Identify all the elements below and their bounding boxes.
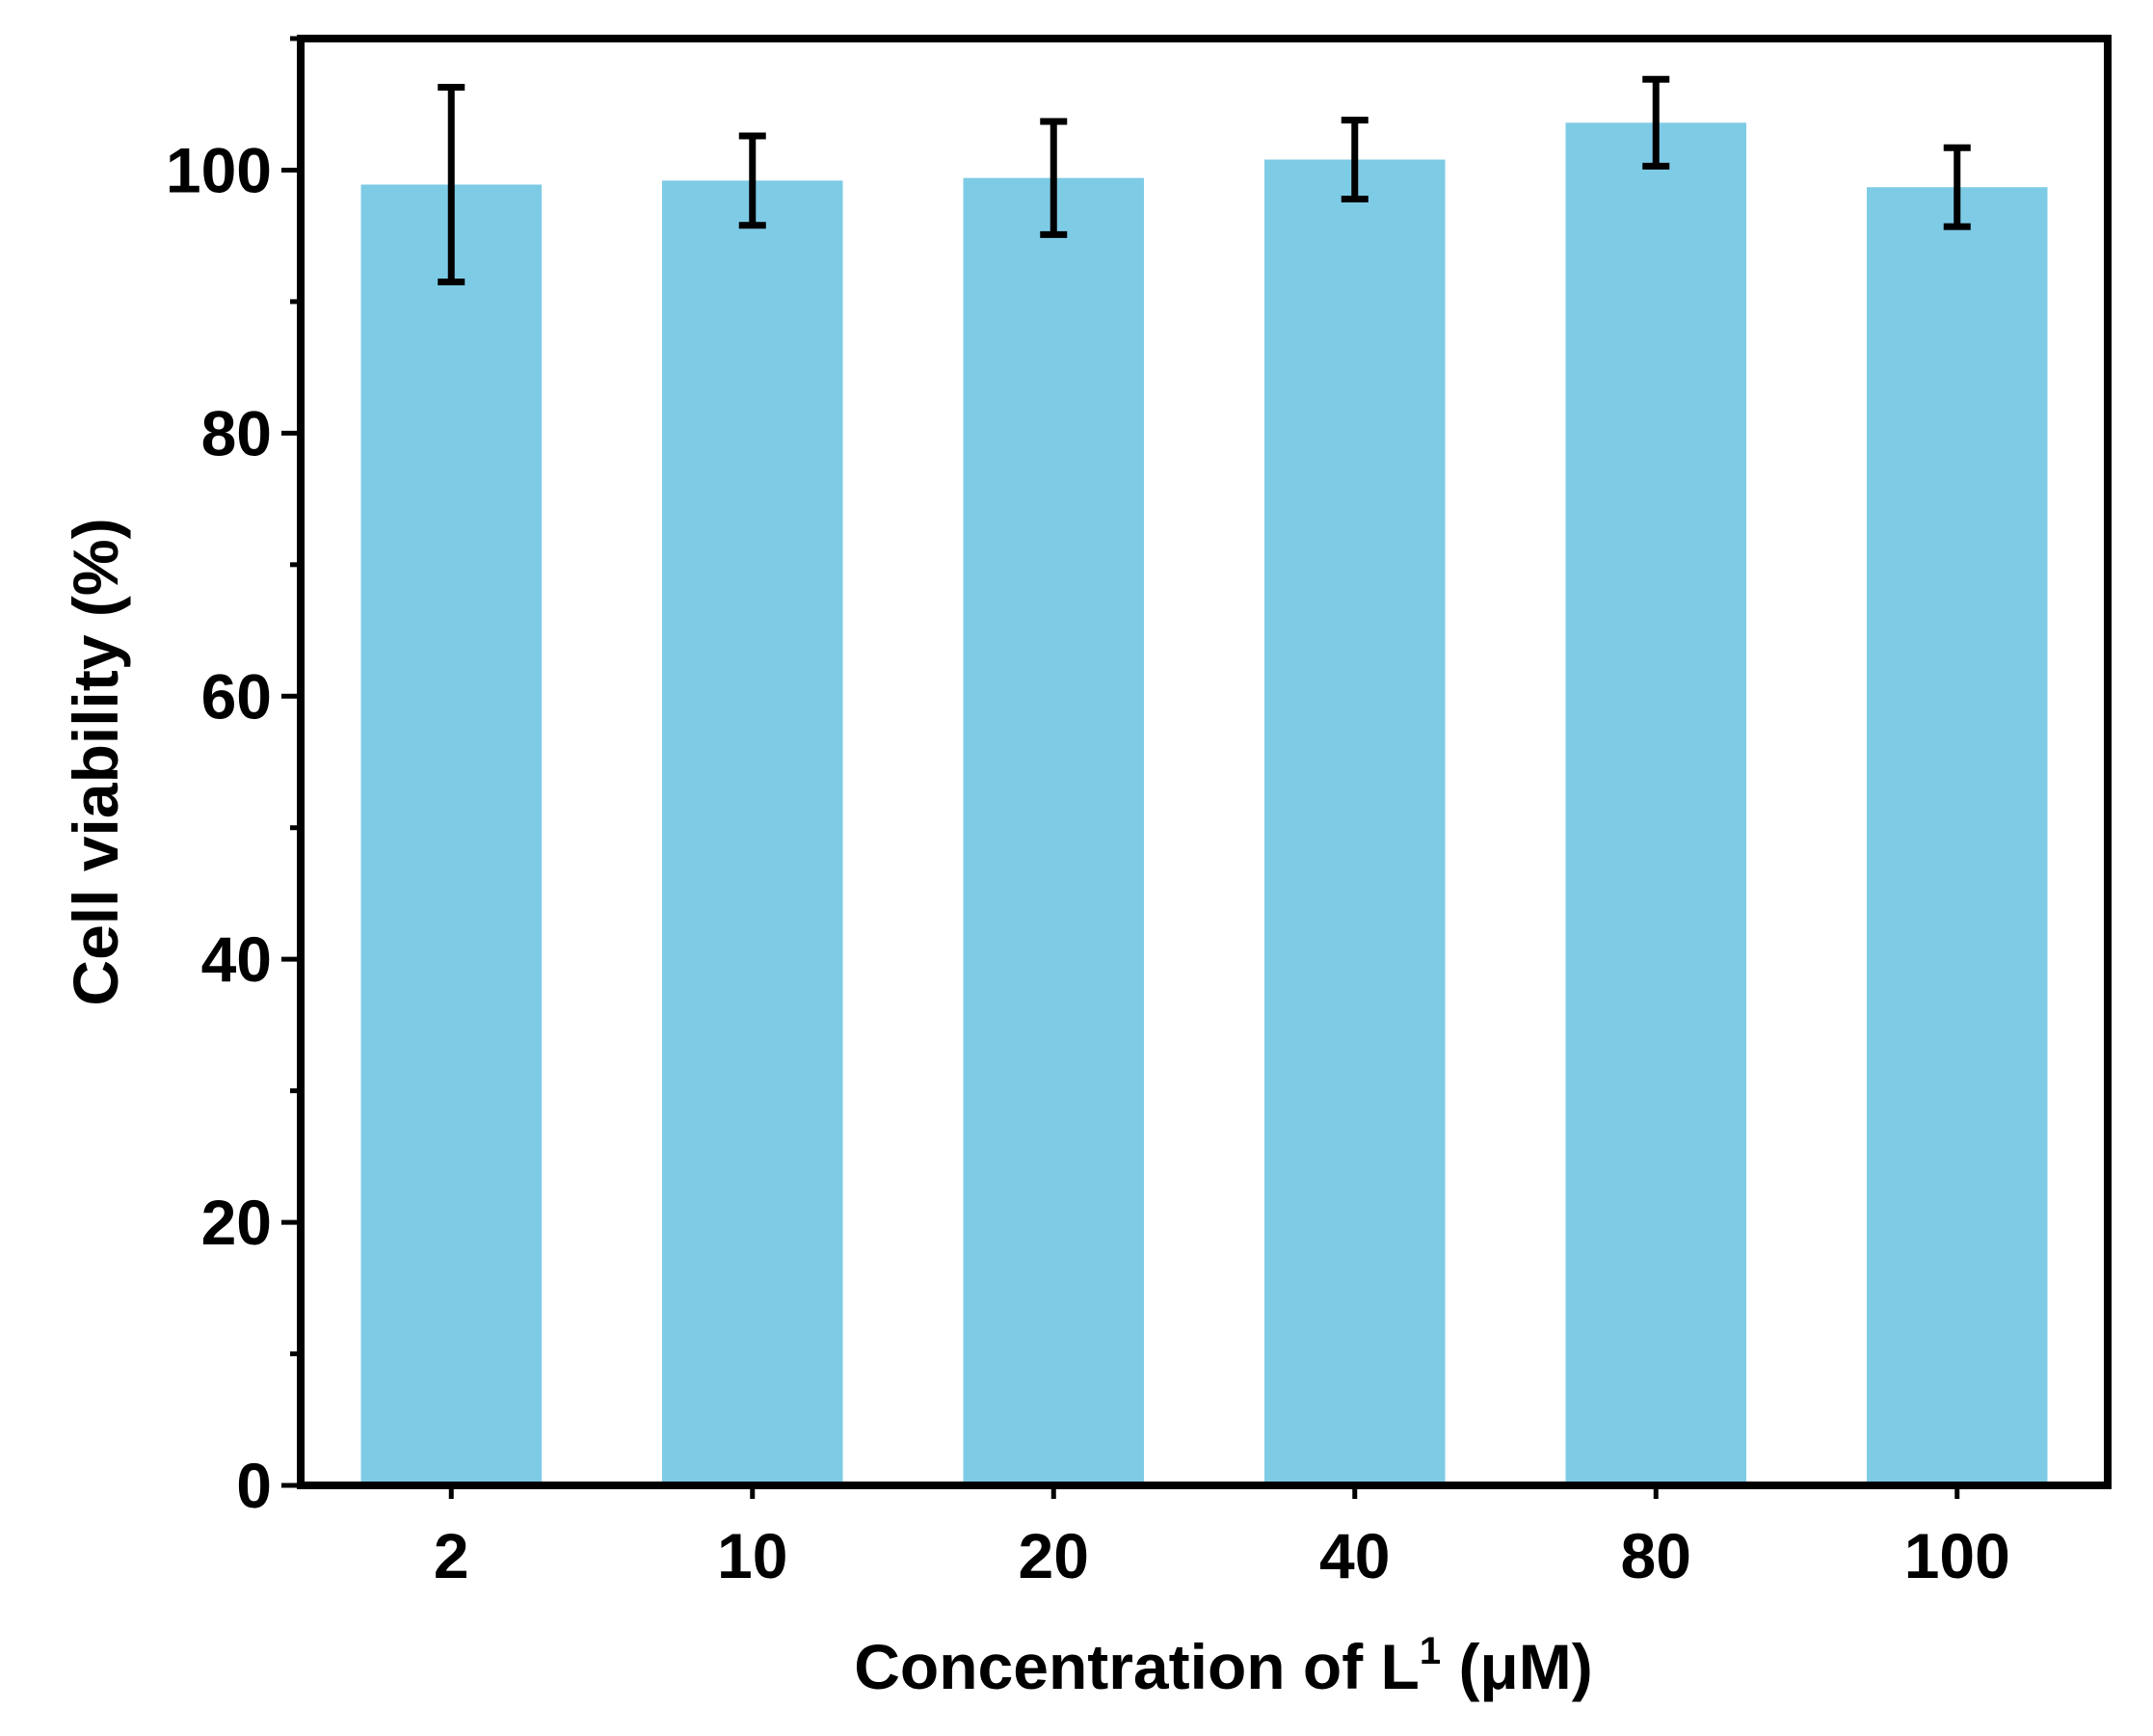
plot-frame xyxy=(297,35,2112,1489)
x-axis-label: Concentration of L1 (μM) xyxy=(854,1630,1593,1702)
y-tick-label-20: 20 xyxy=(201,1187,272,1258)
x-tick-label-40: 40 xyxy=(1319,1520,1390,1591)
bar-20 xyxy=(963,177,1144,1485)
x-tick-label-10: 10 xyxy=(717,1520,787,1591)
y-tick-label-100: 100 xyxy=(166,134,272,205)
y-axis-label: Cell viability (%) xyxy=(60,518,131,1005)
x-axis: 2 10 20 40 80 100 xyxy=(434,1485,2010,1591)
y-tick-label-0: 0 xyxy=(236,1450,272,1521)
x-tick-label-100: 100 xyxy=(1904,1520,2010,1591)
x-tick-label-2: 2 xyxy=(434,1520,469,1591)
x-axis-label-superscript: 1 xyxy=(1420,1630,1441,1672)
y-axis: 0 20 40 60 80 100 xyxy=(166,36,301,1521)
y-tick-label-80: 80 xyxy=(201,397,272,468)
bar-40 xyxy=(1264,159,1446,1485)
error-bar-40 xyxy=(1341,117,1369,202)
bar-10 xyxy=(662,180,843,1486)
bar-2 xyxy=(360,184,542,1485)
error-bar-80 xyxy=(1642,75,1670,170)
error-bar-100 xyxy=(1943,144,1971,230)
error-bars-layer xyxy=(438,75,1971,285)
x-tick-label-80: 80 xyxy=(1621,1520,1691,1591)
bar-80 xyxy=(1565,122,1746,1485)
y-tick-label-40: 40 xyxy=(201,923,272,995)
bars-layer xyxy=(360,122,2048,1486)
bar-100 xyxy=(1867,187,2048,1486)
error-bar-10 xyxy=(738,132,766,229)
error-bar-2 xyxy=(438,83,465,285)
x-axis-label-main: Concentration of L xyxy=(854,1631,1420,1702)
x-tick-label-20: 20 xyxy=(1019,1520,1089,1591)
error-bar-20 xyxy=(1040,118,1068,238)
x-axis-label-unit: (μM) xyxy=(1441,1631,1593,1702)
y-tick-label-60: 60 xyxy=(201,660,272,732)
